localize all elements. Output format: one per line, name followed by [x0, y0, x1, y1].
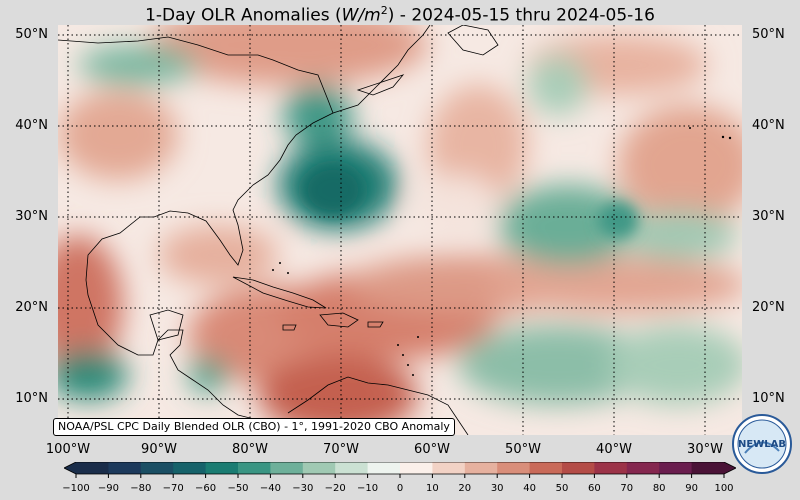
lat-label-right: 40°N — [752, 118, 785, 133]
nova-scotia — [356, 74, 405, 96]
colorbar-swatch — [432, 462, 466, 474]
lat-label-left: 40°N — [15, 118, 48, 133]
lat-label-right: 20°N — [752, 300, 785, 315]
colorbar-tick-label: −40 — [259, 483, 281, 494]
lat-label-left: 30°N — [15, 209, 48, 224]
colorbar-tick-label: 70 — [620, 483, 634, 494]
colorbar-swatch — [173, 462, 207, 474]
colorbar-swatch — [691, 462, 725, 474]
colorbar-extend-low — [64, 462, 76, 474]
colorbar-tick-label: −90 — [97, 483, 119, 494]
colorbar-swatch — [367, 462, 401, 474]
colorbar-swatch — [400, 462, 433, 474]
us-east-coast — [58, 36, 334, 421]
colorbar-tick-label: −50 — [227, 483, 249, 494]
colorbar-tick-label: 60 — [588, 483, 601, 494]
hispaniola — [319, 312, 359, 328]
cuba — [232, 276, 327, 309]
colorbar-tick-label: −10 — [357, 483, 379, 494]
colorbar-swatch — [270, 462, 304, 474]
lon-label: 40°W — [596, 442, 632, 457]
graticule — [58, 25, 742, 435]
colorbar-swatch — [562, 462, 595, 474]
lat-label-left: 50°N — [15, 27, 48, 42]
colorbar-swatch — [594, 462, 628, 474]
colorbar-tick-label: 50 — [555, 483, 569, 494]
lat-label-left: 20°N — [15, 300, 48, 315]
colorbar-swatch — [335, 462, 369, 474]
colorbar-swatch — [140, 462, 174, 474]
small-islands — [272, 127, 732, 376]
jamaica — [282, 324, 297, 331]
colorbar-tick-label: −100 — [62, 483, 90, 494]
lat-label-right: 30°N — [752, 209, 785, 224]
colorbar-swatch — [464, 462, 498, 474]
colorbar-swatch — [76, 462, 109, 474]
lat-label-right: 50°N — [752, 27, 785, 42]
colorbar-tick-label: −70 — [162, 483, 184, 494]
lon-label: 90°W — [141, 442, 177, 457]
colorbar-tick-label: 90 — [685, 483, 698, 494]
colorbar-tick-label: −80 — [130, 483, 152, 494]
lon-label: 50°W — [505, 442, 541, 457]
colorbar-tick-label: −60 — [195, 483, 217, 494]
colorbar-swatch — [659, 462, 693, 474]
colorbar-tick-label: 40 — [523, 483, 536, 494]
colorbar-tick-label: 20 — [458, 483, 472, 494]
lon-label: 80°W — [232, 442, 268, 457]
colorbar-swatch — [108, 462, 142, 474]
anomaly-field — [58, 25, 742, 435]
lat-label-right: 10°N — [752, 391, 785, 406]
svg-text:NEWLAB: NEWLAB — [738, 439, 786, 450]
colorbar-swatch — [529, 462, 563, 474]
lon-label: 70°W — [323, 442, 359, 457]
puerto-rico — [367, 321, 384, 328]
olr-anomaly-map — [58, 25, 742, 435]
newfoundland — [447, 25, 499, 56]
colorbar-swatch — [205, 462, 239, 474]
yucatan — [149, 309, 184, 341]
colorbar-tick-label: −30 — [292, 483, 314, 494]
colorbar — [64, 462, 736, 478]
lon-label: 30°W — [687, 442, 723, 457]
lat-label-left: 10°N — [15, 391, 48, 406]
lon-label: 100°W — [45, 442, 91, 457]
south-america-coast — [287, 376, 469, 435]
data-source-credit: NOAA/PSL CPC Daily Blended OLR (CBO) - 1… — [53, 418, 455, 436]
page-title: 1-Day OLR Anomalies (W/m2) - 2024-05-15 … — [145, 4, 655, 26]
colorbar-tick-label: 80 — [652, 483, 666, 494]
colorbar-tick-label: 100 — [714, 483, 734, 494]
colorbar-extend-high — [724, 462, 736, 474]
coastlines — [58, 25, 499, 435]
colorbar-swatch — [302, 462, 336, 474]
colorbar-swatch — [238, 462, 271, 474]
colorbar-swatch — [497, 462, 531, 474]
colorbar-tick-label: −20 — [324, 483, 346, 494]
colorbar-swatch — [626, 462, 660, 474]
colorbar-tick-label: 0 — [396, 483, 404, 494]
colorbar-tick-label: 30 — [490, 483, 504, 494]
colorbar-tick-label: 10 — [426, 483, 439, 494]
lon-label: 60°W — [414, 442, 450, 457]
newlab-logo-icon: NEWLAB — [732, 414, 792, 474]
